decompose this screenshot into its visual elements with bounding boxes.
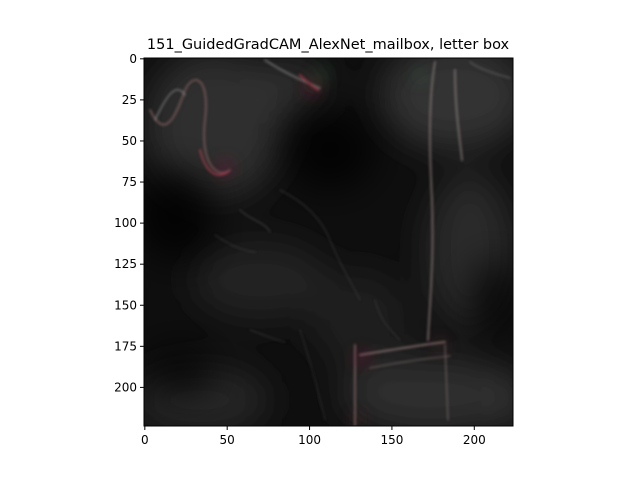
y-tick-label: 200 <box>114 380 137 394</box>
y-tick-label: 75 <box>122 175 137 189</box>
x-tick-label: 100 <box>298 433 321 447</box>
figure-title: 151_GuidedGradCAM_AlexNet_mailbox, lette… <box>147 37 510 53</box>
x-tick-label: 200 <box>463 433 486 447</box>
color-speckles <box>220 70 444 424</box>
y-tick-label: 50 <box>122 134 137 148</box>
y-tick-label: 125 <box>114 257 137 271</box>
x-tick-label: 50 <box>220 433 235 447</box>
y-tick-label: 25 <box>122 93 137 107</box>
y-tick-label: 100 <box>114 216 137 230</box>
y-tick-label: 175 <box>114 339 137 353</box>
y-tick-label: 150 <box>114 298 137 312</box>
y-tick-label: 0 <box>129 52 137 66</box>
x-tick-label: 0 <box>141 433 149 447</box>
x-axis: 0 50 100 150 200 <box>141 426 486 447</box>
x-tick-label: 150 <box>380 433 403 447</box>
y-axis: 0 25 50 75 100 125 150 175 200 <box>114 52 144 394</box>
dark-regions <box>144 110 513 395</box>
saliency-image <box>144 58 513 426</box>
image-border <box>143 57 514 427</box>
edge-strokes <box>149 59 511 426</box>
